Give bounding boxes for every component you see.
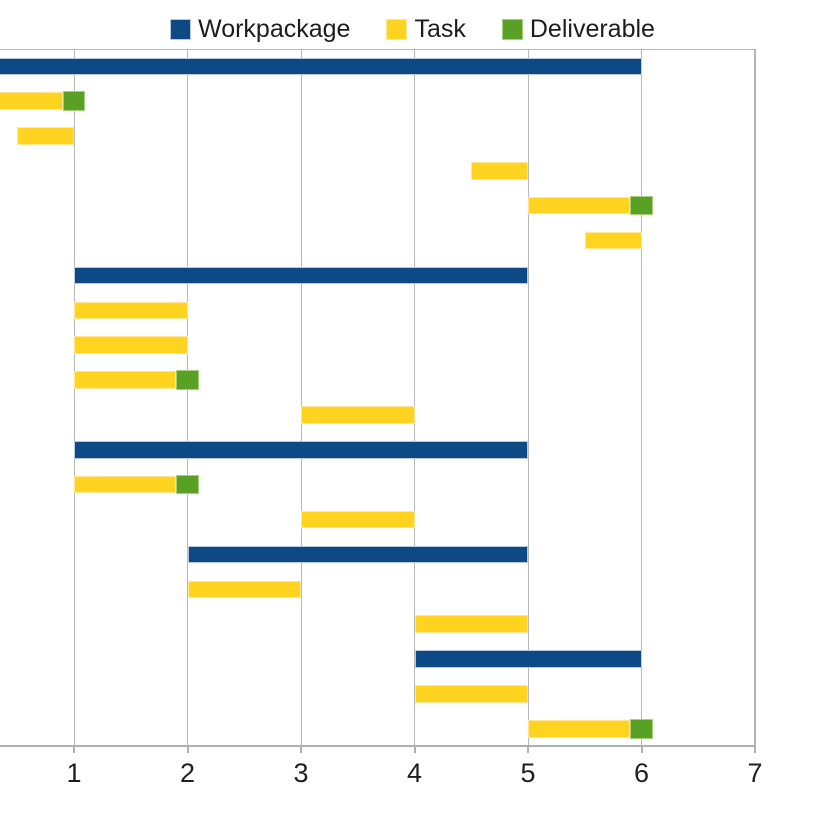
gantt-bar-deliverable [176, 370, 199, 390]
gantt-bar-workpackage [74, 266, 528, 285]
gantt-bar-deliverable [630, 719, 653, 739]
gridline-1 [73, 49, 75, 745]
gantt-bar-task [301, 406, 415, 424]
x-axis-tick-label-7: 7 [747, 758, 763, 788]
legend-item-deliverable: Deliverable [501, 14, 655, 43]
gridline-6 [641, 49, 642, 745]
plot-border-top [0, 49, 756, 50]
gantt-bar-task [187, 580, 301, 599]
deliverable-swatch-icon [501, 18, 523, 40]
legend-item-task: Task [386, 14, 466, 43]
x-axis-tick-7 [754, 745, 756, 753]
gridline-2 [187, 49, 188, 745]
x-axis-tick-label-6: 6 [633, 758, 650, 788]
gantt-bar-workpackage [74, 441, 528, 459]
gantt-bar-task [414, 685, 528, 703]
legend-label-workpackage: Workpackage [198, 14, 351, 43]
x-axis-tick-5 [527, 745, 529, 753]
gantt-bar-task [0, 92, 63, 110]
workpackage-swatch-icon [170, 18, 192, 40]
task-swatch-icon [386, 18, 408, 40]
gantt-bar-workpackage [414, 650, 642, 668]
x-axis-tick-label-2: 2 [179, 758, 196, 788]
legend-label-task: Task [414, 14, 466, 43]
x-axis-tick-4 [413, 745, 416, 753]
x-axis-tick-label-4: 4 [406, 758, 423, 788]
gridline-4 [414, 49, 415, 745]
gantt-bar-deliverable [630, 195, 653, 216]
gridline-5 [527, 49, 529, 745]
plot-border-right [754, 49, 756, 745]
gantt-bar-workpackage [0, 57, 642, 75]
gantt-bar-task [584, 231, 642, 250]
x-axis-tick-label-5: 5 [520, 758, 536, 788]
x-axis-line [0, 744, 756, 747]
gantt-bar-workpackage [187, 545, 528, 564]
gantt-bar-task [74, 301, 188, 320]
x-axis-tick-label-3: 3 [293, 758, 309, 788]
x-axis-tick-3 [300, 745, 302, 753]
gridline-3 [300, 49, 302, 745]
x-axis-tick-6 [640, 745, 643, 753]
legend-label-deliverable: Deliverable [529, 14, 655, 43]
gantt-bar-task [74, 475, 177, 494]
gantt-bar-task [528, 196, 631, 215]
gantt-bar-task [74, 336, 188, 354]
legend: Workpackage Task Deliverable [0, 10, 825, 48]
gantt-bar-task [414, 615, 528, 633]
gantt-bar-task [528, 720, 631, 738]
x-axis-tick-label-1: 1 [66, 758, 82, 788]
gantt-bar-deliverable [62, 91, 86, 111]
gantt-bar-deliverable [176, 474, 199, 495]
legend-item-workpackage: Workpackage [170, 14, 351, 43]
x-axis-tick-2 [186, 745, 189, 753]
gantt-bar-task [471, 162, 528, 180]
gantt-bar-task [301, 510, 415, 529]
gantt-bar-task [17, 127, 74, 145]
x-axis-tick-1 [73, 745, 75, 753]
gantt-bar-task [74, 371, 177, 389]
